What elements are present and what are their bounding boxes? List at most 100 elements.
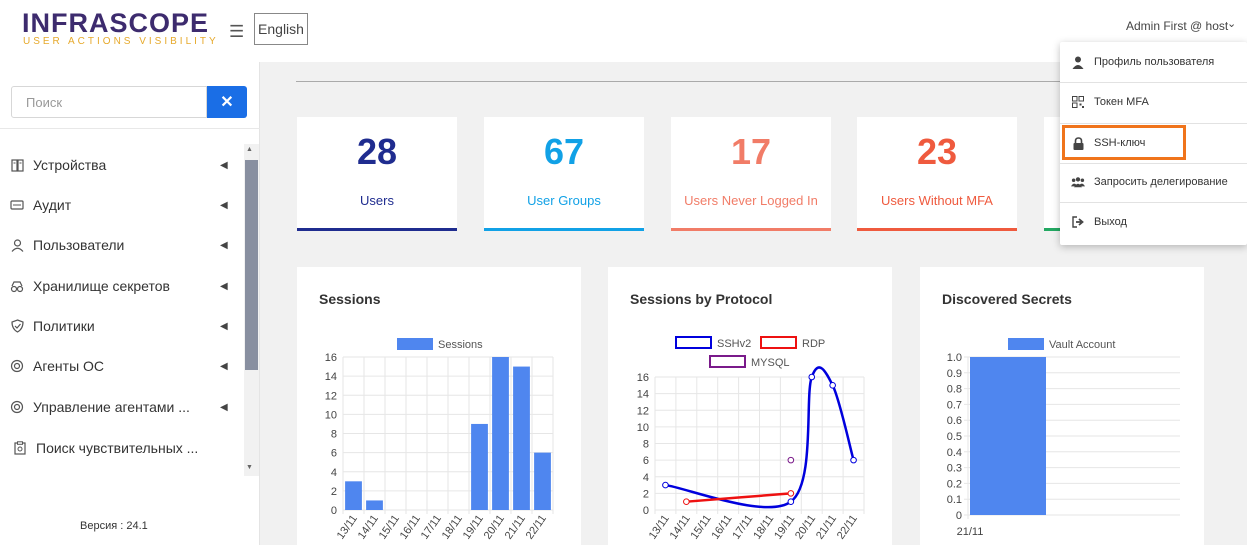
sidebar-item-label: Политики [33,318,95,334]
bar [970,357,1046,515]
x-tick-label: 17/11 [419,513,444,542]
sessions-chart-card: Sessions Sessions 0 2 4 6 8 10 12 14 16 13/11 14/11… [297,267,581,557]
y-tick-label: 12 [325,390,337,402]
y-tick-label: 1.0 [947,352,962,364]
chart-title: Discovered Secrets [942,291,1072,307]
sidebar-item-users[interactable]: Пользователи ◀ [0,225,240,265]
x-tick-label: 22/11 [835,513,860,542]
x-tick-label: 19/11 [772,513,797,542]
user-menu-toggle[interactable]: Admin First @ host [1126,19,1229,33]
sidebar-item-audit[interactable]: Аудит ◀ [0,185,240,225]
menu-divider [1060,123,1247,124]
highlight-box [1062,125,1186,160]
sidebar-item-label: Хранилище секретов [33,278,170,294]
y-tick-label: 0.7 [947,399,962,411]
logo-title[interactable]: INFRASCOPE [22,8,210,38]
menu-item-mfa-token[interactable]: Токен MFA [1060,82,1247,122]
legend-swatch [709,355,746,368]
menu-divider [1060,82,1247,83]
legend-swatch [1008,338,1044,350]
stat-value: 28 [356,131,398,172]
stat-card-never-logged-in[interactable]: 17 Users Never Logged In [671,117,831,231]
x-tick-label: 15/11 [689,513,714,542]
stat-value: 67 [543,131,585,172]
menu-item-logout[interactable]: Выход [1060,202,1247,242]
agent-icon [10,359,24,373]
bar [513,366,530,510]
menu-item-profile[interactable]: Профиль пользователя [1060,42,1247,82]
shield-icon [10,319,24,333]
x-tick-label: 14/11 [356,513,381,542]
data-point [808,373,816,381]
bar [471,423,488,510]
stat-label: Users Never Logged In [684,193,818,208]
x-tick-label: 18/11 [440,513,465,542]
x-tick-label: 21/11 [957,526,984,538]
x-tick-label: 16/11 [398,513,423,542]
sidebar-item-label: Пользователи [33,237,125,253]
users-group-icon [1071,175,1085,189]
hamburger-menu-icon[interactable]: ☰ [229,22,245,41]
sidebar-item-policies[interactable]: Политики ◀ [0,306,240,346]
scroll-down-icon[interactable]: ▼ [246,464,253,471]
sidebar-item-sensitive-search[interactable]: Поиск чувствительных ... [0,428,240,468]
stat-label: User Groups [527,193,601,208]
x-tick-label: 22/11 [524,513,549,542]
search-input[interactable]: Поиск [11,86,207,118]
y-tick-label: 4 [643,472,649,484]
x-tick-label: 18/11 [751,513,776,542]
y-tick-label: 4 [331,467,337,479]
x-tick-label: 19/11 [461,513,486,542]
bar [366,500,383,510]
content-divider [296,81,1076,82]
y-tick-label: 16 [637,372,649,384]
user-dropdown-menu: Профиль пользователя Токен MFA SSH-ключ … [1060,42,1247,245]
y-tick-label: 0.3 [947,463,962,475]
user-profile-icon [1071,55,1085,69]
x-tick-label: 20/11 [793,513,818,542]
stat-card-user-groups[interactable]: 67 User Groups [484,117,644,231]
menu-item-request-delegation[interactable]: Запросить делегирование [1060,162,1247,202]
stat-card-without-mfa[interactable]: 23 Users Without MFA [857,117,1017,231]
search-clear-button[interactable]: ✕ [207,86,247,118]
legend-label: Vault Account [1049,339,1115,351]
stat-value: 17 [730,131,772,172]
data-point [683,498,690,505]
y-tick-label: 0.9 [947,368,962,380]
version-label: Версия : 24.1 [80,520,148,532]
menu-item-ssh-key[interactable]: SSH-ключ [1060,123,1247,163]
sidebar-item-secrets-vault[interactable]: Хранилище секретов ◀ [0,266,240,306]
y-tick-label: 0 [643,505,649,517]
stat-label: Users Without MFA [881,193,993,208]
data-point [850,456,857,464]
y-tick-label: 8 [643,439,649,451]
sidebar-item-devices[interactable]: Устройства ◀ [0,145,240,185]
sidebar-item-os-agents[interactable]: Агенты ОС ◀ [0,346,240,386]
language-select[interactable]: English [254,13,308,45]
y-tick-label: 10 [325,409,337,421]
caret-left-icon: ◀ [220,320,228,332]
legend-label: MYSQL [751,357,790,369]
y-tick-label: 6 [643,455,649,467]
y-tick-label: 8 [331,429,337,441]
sidebar-scrollbar-thumb[interactable] [245,160,258,370]
stat-card-users[interactable]: 28 Users [297,117,457,231]
chevron-down-icon[interactable]: ⌄ [1227,18,1237,30]
sidebar-item-label: Агенты ОС [33,358,105,374]
logo-subtitle: USER ACTIONS VISIBILITY [23,36,219,47]
qr-code-icon [1071,95,1085,109]
search-sensitive-icon [13,441,27,455]
y-tick-label: 14 [325,371,337,383]
sidebar-item-label: Управление агентами ... [33,399,190,415]
y-tick-label: 0.1 [947,494,962,506]
legend-label: SSHv2 [717,338,751,350]
scroll-up-icon[interactable]: ▲ [246,146,253,153]
y-tick-label: 0.6 [947,415,962,427]
y-tick-label: 0.2 [947,478,962,490]
data-point [662,481,669,489]
legend-label: Sessions [438,339,483,351]
menu-item-label: SSH-ключ [1094,137,1146,149]
sidebar-item-agent-management[interactable]: Управление агентами ... ◀ [0,387,240,427]
x-tick-label: 13/11 [647,513,672,542]
y-tick-label: 10 [637,422,649,434]
